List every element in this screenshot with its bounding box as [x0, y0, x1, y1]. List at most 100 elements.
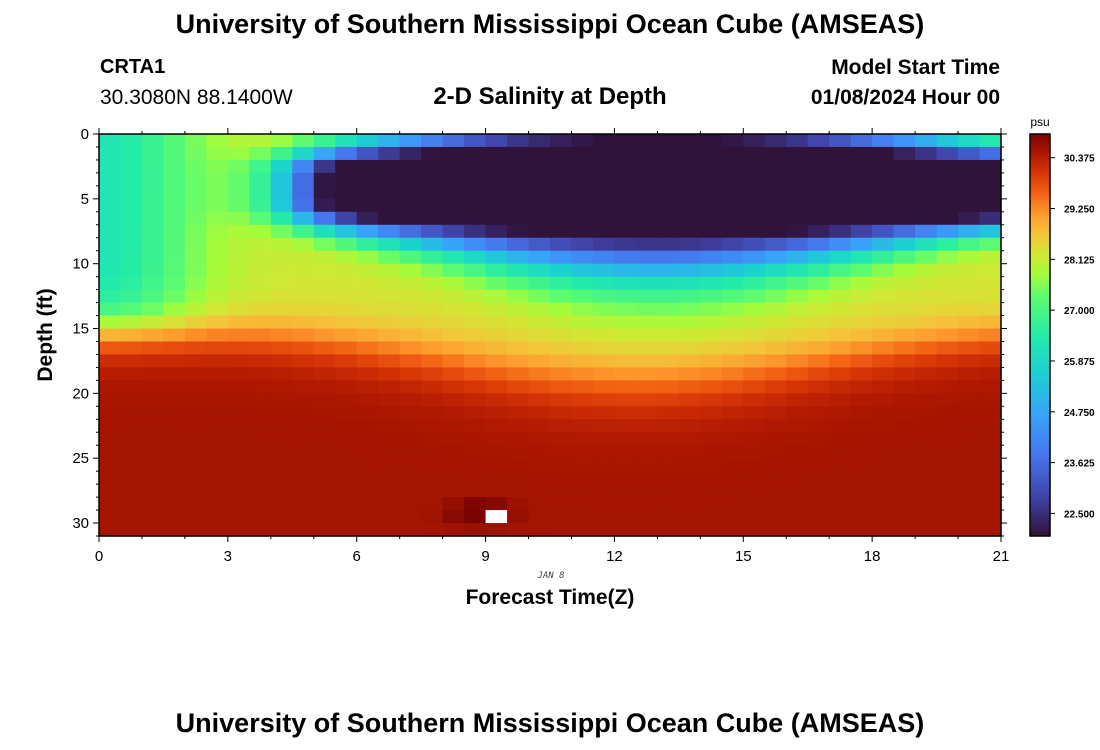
heatmap-cell: [592, 237, 616, 252]
heatmap-cell: [507, 393, 530, 407]
heatmap-cell: [893, 185, 916, 200]
heatmap-cell: [99, 497, 122, 511]
heatmap-cell: [528, 250, 551, 265]
heatmap-cell: [893, 419, 916, 433]
heatmap-cell: [507, 237, 530, 252]
heatmap-cell: [614, 523, 637, 537]
heatmap-cell: [915, 393, 938, 407]
heatmap-cell: [979, 523, 1002, 537]
heatmap-cell: [227, 432, 250, 446]
heatmap-cell: [507, 328, 530, 343]
heatmap-cell: [850, 185, 873, 200]
heatmap-cell: [249, 458, 272, 472]
heatmap-cell: [270, 458, 293, 472]
heatmap-cell: [550, 484, 573, 498]
heatmap-cell: [206, 471, 229, 485]
heatmap-cell: [936, 211, 959, 226]
heatmap-cell: [807, 419, 830, 433]
heatmap-cell: [829, 224, 852, 239]
heatmap-cell: [764, 380, 787, 394]
heatmap-cell: [958, 224, 981, 239]
heatmap-cell: [678, 406, 701, 420]
heatmap-cell: [313, 211, 336, 226]
heatmap-cell: [807, 263, 830, 278]
heatmap-cell: [249, 198, 272, 213]
heatmap-cell: [764, 302, 787, 317]
heatmap-cell: [249, 406, 272, 420]
heatmap-cell: [292, 497, 315, 511]
heatmap-cell: [550, 367, 573, 381]
heatmap-cell: [141, 302, 165, 317]
heatmap-cell: [936, 497, 959, 511]
heatmap-cell: [421, 315, 444, 330]
heatmap-cell: [227, 198, 250, 213]
heatmap-cell: [292, 510, 315, 524]
heatmap-cell: [979, 354, 1002, 369]
heatmap-cell: [206, 484, 229, 498]
heatmap-cell: [915, 172, 938, 187]
heatmap-cell: [163, 354, 186, 369]
heatmap-cell: [163, 198, 186, 213]
heatmap-cell: [249, 341, 272, 356]
heatmap-cell: [743, 302, 766, 317]
heatmap-cell: [292, 134, 315, 148]
heatmap-cell: [872, 419, 895, 433]
heatmap-cell: [915, 328, 938, 343]
heatmap-cell: [464, 263, 487, 278]
heatmap-cell: [141, 172, 165, 187]
heatmap-cell: [141, 471, 165, 485]
heatmap-cell: [99, 510, 122, 524]
heatmap-cell: [786, 250, 809, 265]
heatmap-cell: [313, 497, 336, 511]
heatmap-cell: [936, 393, 959, 407]
heatmap-cell: [635, 172, 658, 187]
heatmap-cell: [141, 510, 165, 524]
heatmap-cell: [829, 302, 852, 317]
heatmap-cell: [915, 237, 938, 252]
heatmap-cell: [743, 315, 766, 330]
heatmap-cell: [99, 146, 122, 161]
heatmap-cell: [893, 328, 916, 343]
heatmap-cell: [378, 497, 401, 511]
heatmap-cell: [206, 237, 229, 252]
heatmap-cell: [356, 198, 379, 213]
heatmap-cell: [764, 315, 787, 330]
heatmap-cell: [958, 328, 981, 343]
heatmap-cell: [635, 328, 658, 343]
heatmap-cell: [163, 380, 186, 394]
heatmap-cell: [915, 263, 938, 278]
heatmap-cell: [442, 159, 465, 174]
heatmap-cell: [464, 419, 487, 433]
heatmap-cell: [227, 172, 250, 187]
heatmap-cell: [421, 380, 444, 394]
heatmap-cell: [399, 198, 422, 213]
heatmap-cell: [399, 523, 422, 537]
heatmap-cell: [507, 185, 530, 200]
heatmap-cell: [936, 523, 959, 537]
heatmap-cell: [915, 458, 938, 472]
heatmap-cell: [571, 134, 594, 148]
heatmap-cell: [141, 341, 165, 356]
heatmap-cell: [292, 458, 315, 472]
heatmap-cell: [442, 510, 465, 524]
heatmap-cell: [958, 159, 981, 174]
heatmap-cell: [399, 380, 422, 394]
heatmap-cell: [335, 134, 358, 148]
heatmap-cell: [292, 172, 315, 187]
heatmap-cell: [743, 341, 766, 356]
heatmap-cell: [872, 341, 895, 356]
heatmap-cell: [850, 510, 873, 524]
heatmap-cell: [635, 523, 658, 537]
heatmap-cell: [335, 224, 358, 239]
heatmap-cell: [206, 432, 229, 446]
heatmap-cell: [979, 211, 1002, 226]
heatmap-cell: [786, 146, 809, 161]
heatmap-cell: [657, 224, 680, 239]
heatmap-cell: [270, 185, 293, 200]
heatmap-cell: [227, 250, 250, 265]
y-tick-label: 15: [72, 321, 89, 338]
heatmap-cell: [764, 497, 787, 511]
heatmap-cell: [507, 250, 530, 265]
heatmap-cell: [335, 484, 358, 498]
heatmap-cell: [184, 159, 207, 174]
